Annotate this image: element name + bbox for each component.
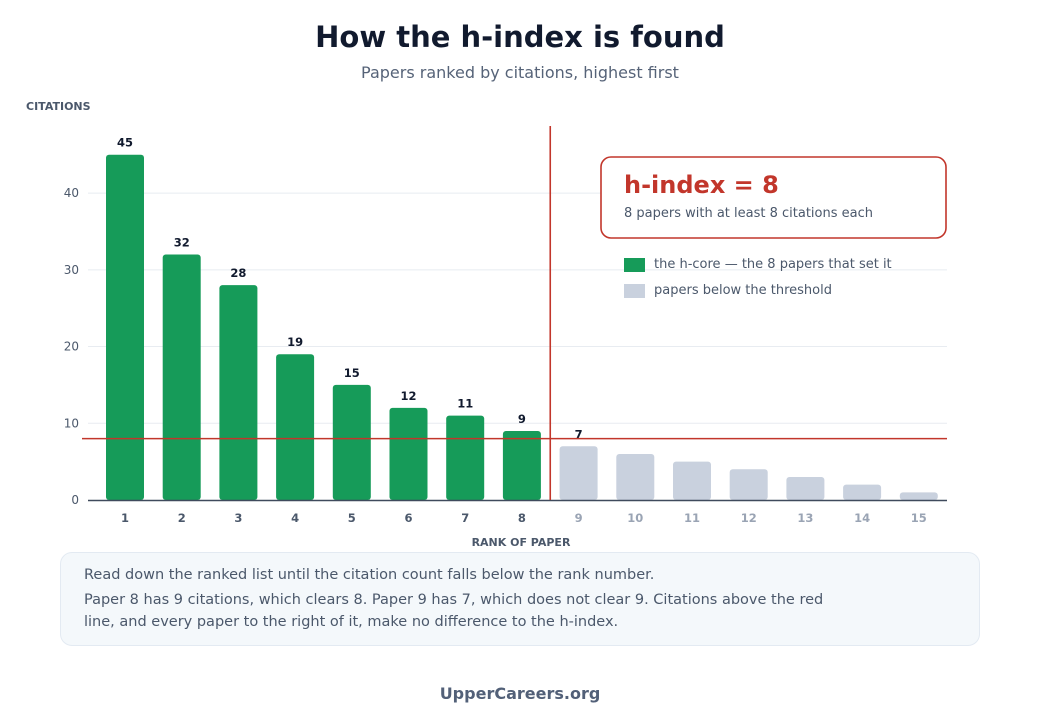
x-tick-label-1: 1 <box>121 511 129 525</box>
x-tick-label-9: 9 <box>575 511 583 525</box>
bar-rank-12 <box>729 469 768 500</box>
data-label-rank-3: 28 <box>230 266 246 280</box>
x-tick-label-7: 7 <box>461 511 469 525</box>
data-label-rank-8: 9 <box>518 412 526 426</box>
legend-swatch-core <box>624 258 645 272</box>
data-label-rank-6: 12 <box>400 389 416 403</box>
bar-rank-10 <box>616 453 655 500</box>
data-label-rank-7: 11 <box>457 397 473 411</box>
legend: the h-core — the 8 papers that set it pa… <box>624 257 892 298</box>
threshold-lines <box>82 126 947 500</box>
x-tick-label-15: 15 <box>911 511 927 525</box>
data-label-rank-9: 7 <box>575 427 583 441</box>
h-index-callout: h-index = 8 8 papers with at least 8 cit… <box>600 156 947 239</box>
callout-box <box>600 156 947 239</box>
x-tick-label-11: 11 <box>684 511 700 525</box>
data-label-rank-5: 15 <box>344 366 360 380</box>
x-tick-label-5: 5 <box>348 511 356 525</box>
legend-swatch-below <box>624 284 645 298</box>
x-tick-label-3: 3 <box>234 511 242 525</box>
data-label-rank-4: 19 <box>287 335 303 349</box>
bar-rank-15 <box>899 492 938 500</box>
x-tick-label-2: 2 <box>178 511 186 525</box>
x-axis-title: RANK OF PAPER <box>472 536 571 549</box>
chart-title: How the h-index is found <box>315 20 725 54</box>
data-label-rank-2: 32 <box>174 235 190 249</box>
bar-rank-2 <box>162 254 201 500</box>
y-tick-label-30: 30 <box>64 263 79 277</box>
x-tick-label-12: 12 <box>741 511 757 525</box>
y-axis-title: CITATIONS <box>26 100 91 113</box>
data-labels: 45 32 28 19 15 12 11 9 7 <box>117 136 583 442</box>
bars <box>106 154 938 500</box>
bar-rank-5 <box>332 384 371 500</box>
note-line-2: Paper 8 has 9 citations, which clears 8.… <box>84 592 824 630</box>
bar-rank-9 <box>559 446 598 500</box>
bar-rank-3 <box>219 285 258 500</box>
bar-rank-4 <box>276 354 315 500</box>
bar-rank-8 <box>502 430 541 500</box>
y-tick-label-40: 40 <box>64 186 79 200</box>
bar-rank-11 <box>673 461 711 500</box>
x-tick-label-4: 4 <box>291 511 299 525</box>
footer-brand: UpperCareers.org <box>439 684 601 703</box>
explanation-note: Read down the ranked list until the cita… <box>60 552 980 646</box>
legend-label-below: papers below the threshold <box>654 283 832 298</box>
x-tick-label-14: 14 <box>854 511 870 525</box>
callout-text: 8 papers with at least 8 citations each <box>624 206 873 221</box>
bar-rank-7 <box>446 415 485 500</box>
x-axis-ticks: 1 2 3 4 5 6 7 8 9 10 11 12 13 14 15 <box>121 511 927 525</box>
x-tick-label-10: 10 <box>627 511 643 525</box>
legend-label-core: the h-core — the 8 papers that set it <box>654 257 892 272</box>
y-axis: 0 10 20 30 40 <box>64 186 79 507</box>
bar-rank-13 <box>786 476 825 500</box>
data-label-rank-1: 45 <box>117 136 133 150</box>
y-tick-label-10: 10 <box>64 416 79 430</box>
bar-rank-6 <box>389 407 428 500</box>
x-tick-label-13: 13 <box>797 511 813 525</box>
chart-subtitle: Papers ranked by citations, highest firs… <box>361 63 679 82</box>
x-tick-label-6: 6 <box>404 511 412 525</box>
y-tick-label-20: 20 <box>64 340 79 354</box>
note-line-1: Read down the ranked list until the cita… <box>84 567 655 583</box>
x-tick-label-8: 8 <box>518 511 526 525</box>
bar-rank-1 <box>106 154 144 500</box>
callout-heading: h-index = 8 <box>624 171 779 199</box>
y-tick-label-0: 0 <box>71 493 79 507</box>
bar-rank-14 <box>843 484 882 500</box>
